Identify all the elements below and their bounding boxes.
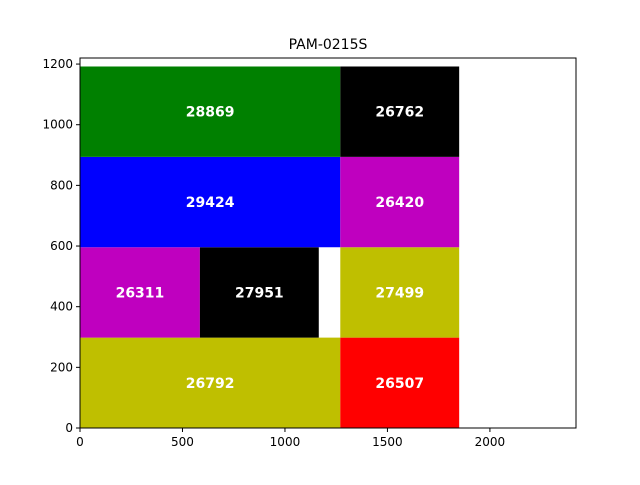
- y-tick-label: 1200: [42, 57, 73, 71]
- x-tick-label: 0: [76, 435, 84, 449]
- data-label-28869: 28869: [186, 105, 235, 121]
- y-tick-label: 200: [50, 360, 73, 374]
- data-label-27499: 27499: [375, 285, 424, 301]
- data-label-26792: 26792: [186, 376, 235, 392]
- y-tick-label: 600: [50, 239, 73, 253]
- data-label-27951: 27951: [235, 285, 284, 301]
- x-tick-label: 500: [171, 435, 194, 449]
- treemap-rect-28869: [80, 66, 341, 157]
- treemap-rect-26792: [80, 337, 341, 428]
- x-tick-label: 1000: [270, 435, 301, 449]
- treemap-rect-26507: [340, 337, 460, 428]
- treemap-rect-27499: [340, 247, 460, 338]
- treemap-rect-26420: [340, 156, 460, 248]
- data-label-29424: 29424: [186, 195, 235, 211]
- x-axis: 0 500 1000 1500 2000: [76, 428, 505, 449]
- y-tick-label: 1000: [42, 118, 73, 132]
- data-label-26507: 26507: [375, 376, 424, 392]
- y-axis: 0 200 400 600 800 1000 1200: [42, 57, 80, 435]
- treemap-rect-26311: [80, 247, 200, 338]
- treemap-rect-29424: [80, 156, 341, 248]
- data-label-26311: 26311: [116, 285, 165, 301]
- data-label-26420: 26420: [375, 195, 424, 211]
- y-tick-label: 400: [50, 300, 73, 314]
- x-tick-label: 2000: [475, 435, 506, 449]
- y-tick-label: 800: [50, 178, 73, 192]
- rectangles-layer: [80, 66, 460, 428]
- treemap-rect-27951: [199, 247, 319, 338]
- data-label-26762: 26762: [375, 105, 424, 121]
- plot-frame: [79, 57, 577, 429]
- y-tick-label: 0: [65, 421, 73, 435]
- chart-title: PAM-0215S: [289, 37, 368, 53]
- treemap-rect-26762: [340, 66, 460, 157]
- x-tick-label: 1500: [372, 435, 403, 449]
- data-labels-layer: 26792 26507 26311 27951 27499 29424 26420 28869…: [116, 105, 425, 392]
